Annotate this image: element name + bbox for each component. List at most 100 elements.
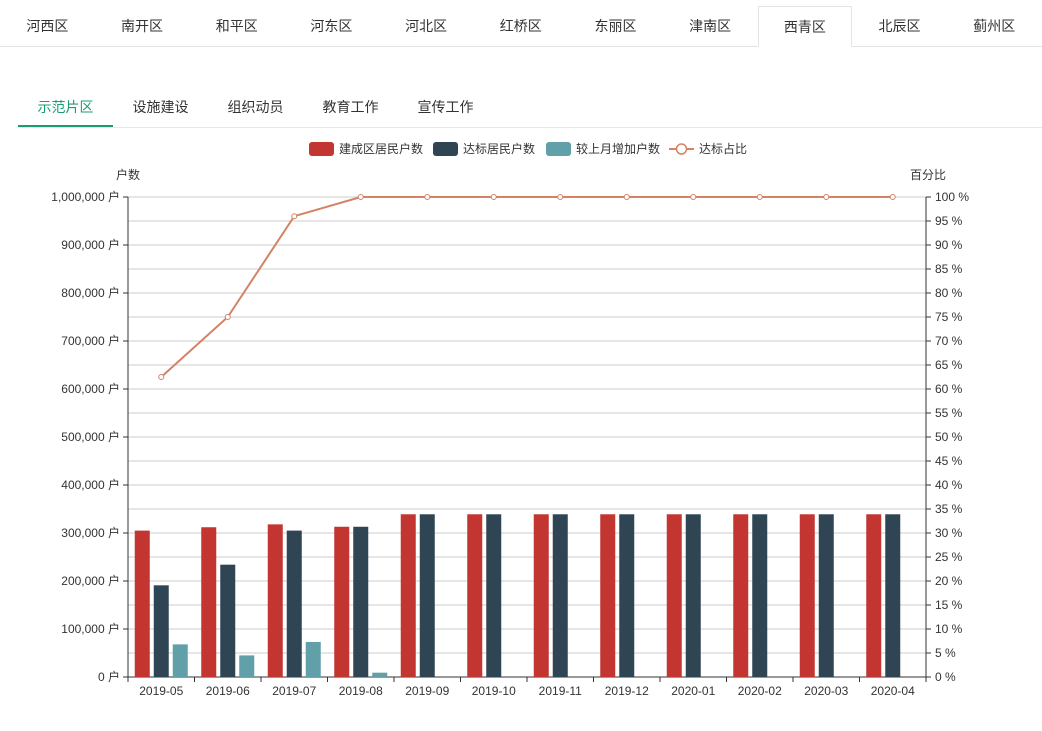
ratio-point (623, 194, 630, 200)
x-tick-label: 2019-10 (472, 684, 516, 695)
x-tick-label: 2020-03 (804, 684, 848, 695)
bar-0 (134, 530, 150, 677)
x-tick-label: 2019-08 (339, 684, 383, 695)
left-tick-label: 100,000 户 (61, 621, 120, 636)
ratio-point (490, 194, 497, 200)
right-tick-label: 30 % (935, 526, 963, 540)
bar-1 (153, 585, 169, 677)
sub-tabs: 示范片区 设施建设 组织动员 教育工作 宣传工作 (18, 88, 1042, 128)
right-axis-name: 百分比 (910, 168, 946, 182)
x-tick-label: 2019-12 (605, 684, 649, 695)
ratio-line (160, 196, 893, 378)
sub-tab[interactable]: 组织动员 (227, 99, 284, 115)
bar-1 (885, 514, 901, 677)
bar-0 (201, 527, 217, 677)
bar-1 (286, 530, 302, 677)
bar-2 (372, 672, 388, 677)
district-tab[interactable]: 河西区 (26, 18, 69, 34)
x-tick-label: 2020-04 (871, 684, 915, 695)
legend-swatch (433, 142, 458, 156)
bar-0 (533, 514, 549, 677)
left-tick-label: 600,000 户 (61, 381, 120, 396)
bar-0 (267, 524, 283, 677)
right-tick-label: 25 % (935, 550, 963, 564)
district-tab[interactable]: 和平区 (215, 18, 258, 34)
x-tick-label: 2019-07 (272, 684, 316, 695)
ratio-point (424, 194, 431, 200)
combo-chart: 0 户 100,000 户 200,000 户 300,000 户 400,000 户 5… (51, 141, 969, 695)
left-tick-label: 900,000 户 (61, 237, 120, 252)
x-tick-label: 2019-05 (139, 684, 183, 695)
left-tick-label: 0 户 (98, 669, 120, 684)
district-tabs: 河西区 南开区 和平区 河东区 河北区 红桥区 东丽区 津南区 西青区 北辰区 蓟州区 (0, 6, 1042, 47)
district-tab[interactable]: 蓟州区 (973, 18, 1016, 34)
district-tab[interactable]: 西青区 (757, 6, 853, 47)
right-tick-label: 20 % (935, 574, 963, 588)
left-axis-name: 户数 (116, 167, 140, 182)
left-tick-label: 700,000 户 (61, 333, 120, 348)
ratio-point (224, 314, 231, 320)
legend-label: 建成区居民户数 (339, 141, 423, 156)
legend-label: 达标居民户数 (463, 141, 535, 156)
ratio-point (756, 194, 763, 200)
sub-tab[interactable]: 教育工作 (322, 99, 379, 115)
legend-label: 较上月增加户数 (576, 141, 660, 156)
right-tick-label: 0 % (935, 670, 956, 684)
ratio-point (357, 194, 364, 200)
bar-1 (486, 514, 502, 677)
x-tick-label: 2019-06 (206, 684, 250, 695)
district-tab[interactable]: 河东区 (310, 18, 353, 34)
right-tick-label: 10 % (935, 622, 963, 636)
ratio-point (823, 194, 830, 200)
right-tick-label: 75 % (935, 310, 963, 324)
sub-tab[interactable]: 设施建设 (132, 99, 189, 115)
left-tick-label: 800,000 户 (61, 285, 120, 300)
bar-0 (799, 514, 815, 677)
right-tick-label: 80 % (935, 286, 963, 300)
x-tick-label: 2020-02 (738, 684, 782, 695)
district-tab[interactable]: 南开区 (121, 18, 164, 34)
legend-swatch (675, 143, 688, 155)
left-tick-label: 400,000 户 (61, 477, 120, 492)
right-tick-label: 40 % (935, 478, 963, 492)
bar-0 (866, 514, 882, 677)
legend-swatch (309, 142, 334, 156)
bar-0 (467, 514, 483, 677)
right-tick-label: 60 % (935, 382, 963, 396)
district-tab[interactable]: 津南区 (689, 18, 732, 34)
district-tab[interactable]: 东丽区 (594, 18, 637, 34)
right-tick-label: 5 % (935, 646, 956, 660)
bar-0 (600, 514, 616, 677)
bar-2 (239, 655, 255, 677)
sub-tab[interactable]: 示范片区 (18, 88, 113, 127)
right-tick-label: 100 % (935, 190, 969, 204)
x-tick-label: 2019-11 (539, 684, 582, 695)
right-tick-label: 15 % (935, 598, 963, 612)
left-tick-label: 300,000 户 (61, 525, 120, 540)
right-tick-label: 45 % (935, 454, 963, 468)
right-tick-label: 95 % (935, 214, 963, 228)
right-tick-label: 50 % (935, 430, 963, 444)
x-tick-label: 2019-09 (405, 684, 449, 695)
bar-1 (752, 514, 768, 677)
district-tab[interactable]: 北辰区 (878, 18, 921, 34)
ratio-point (557, 194, 564, 200)
bar-1 (552, 514, 568, 677)
bar-1 (818, 514, 834, 677)
ratio-point (291, 213, 298, 220)
bar-0 (733, 514, 749, 677)
bar-1 (353, 526, 369, 677)
sub-tab[interactable]: 宣传工作 (417, 99, 474, 115)
right-tick-label: 35 % (935, 502, 963, 516)
bar-0 (666, 514, 682, 677)
ratio-point (690, 194, 697, 200)
bar-1 (685, 514, 701, 677)
bar-1 (220, 564, 236, 677)
district-tab[interactable]: 河北区 (405, 18, 448, 34)
district-tab[interactable]: 红桥区 (499, 18, 542, 34)
right-tick-label: 55 % (935, 406, 963, 420)
bar-0 (400, 514, 416, 677)
ratio-point (158, 374, 165, 380)
bar-1 (619, 514, 635, 677)
bar-0 (334, 526, 350, 677)
